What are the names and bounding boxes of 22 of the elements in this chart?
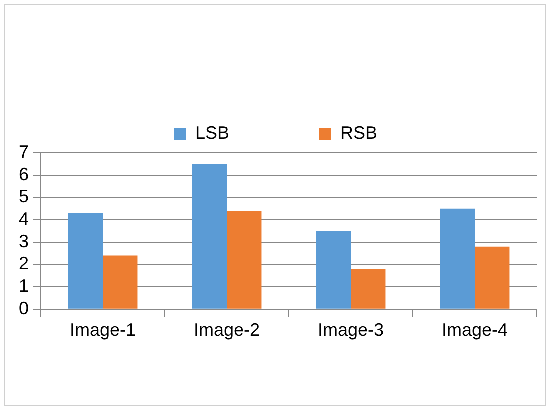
bar <box>475 246 510 309</box>
bar <box>227 211 262 309</box>
bar <box>316 231 352 309</box>
bar <box>351 269 386 309</box>
y-tick-label: 6 <box>18 164 30 184</box>
y-tick-label: 2 <box>18 254 30 274</box>
bar <box>192 164 228 309</box>
x-tick-label: Image-2 <box>194 320 260 340</box>
x-tick-label: Image-3 <box>318 320 384 340</box>
legend-label: LSB <box>195 122 230 143</box>
bar <box>440 208 475 309</box>
bar <box>103 256 138 309</box>
y-tick-label: 4 <box>18 208 30 229</box>
y-tick-label: 1 <box>18 276 30 296</box>
legend-label: RSB <box>340 122 378 143</box>
bar <box>68 213 104 309</box>
y-tick-label: 5 <box>18 186 30 207</box>
y-tick-label: 0 <box>18 298 30 318</box>
x-tick-label: Image-4 <box>442 320 508 340</box>
y-tick-label: 7 <box>18 142 30 162</box>
x-tick-label: Image-1 <box>70 320 136 340</box>
y-tick-label: 3 <box>18 231 30 252</box>
